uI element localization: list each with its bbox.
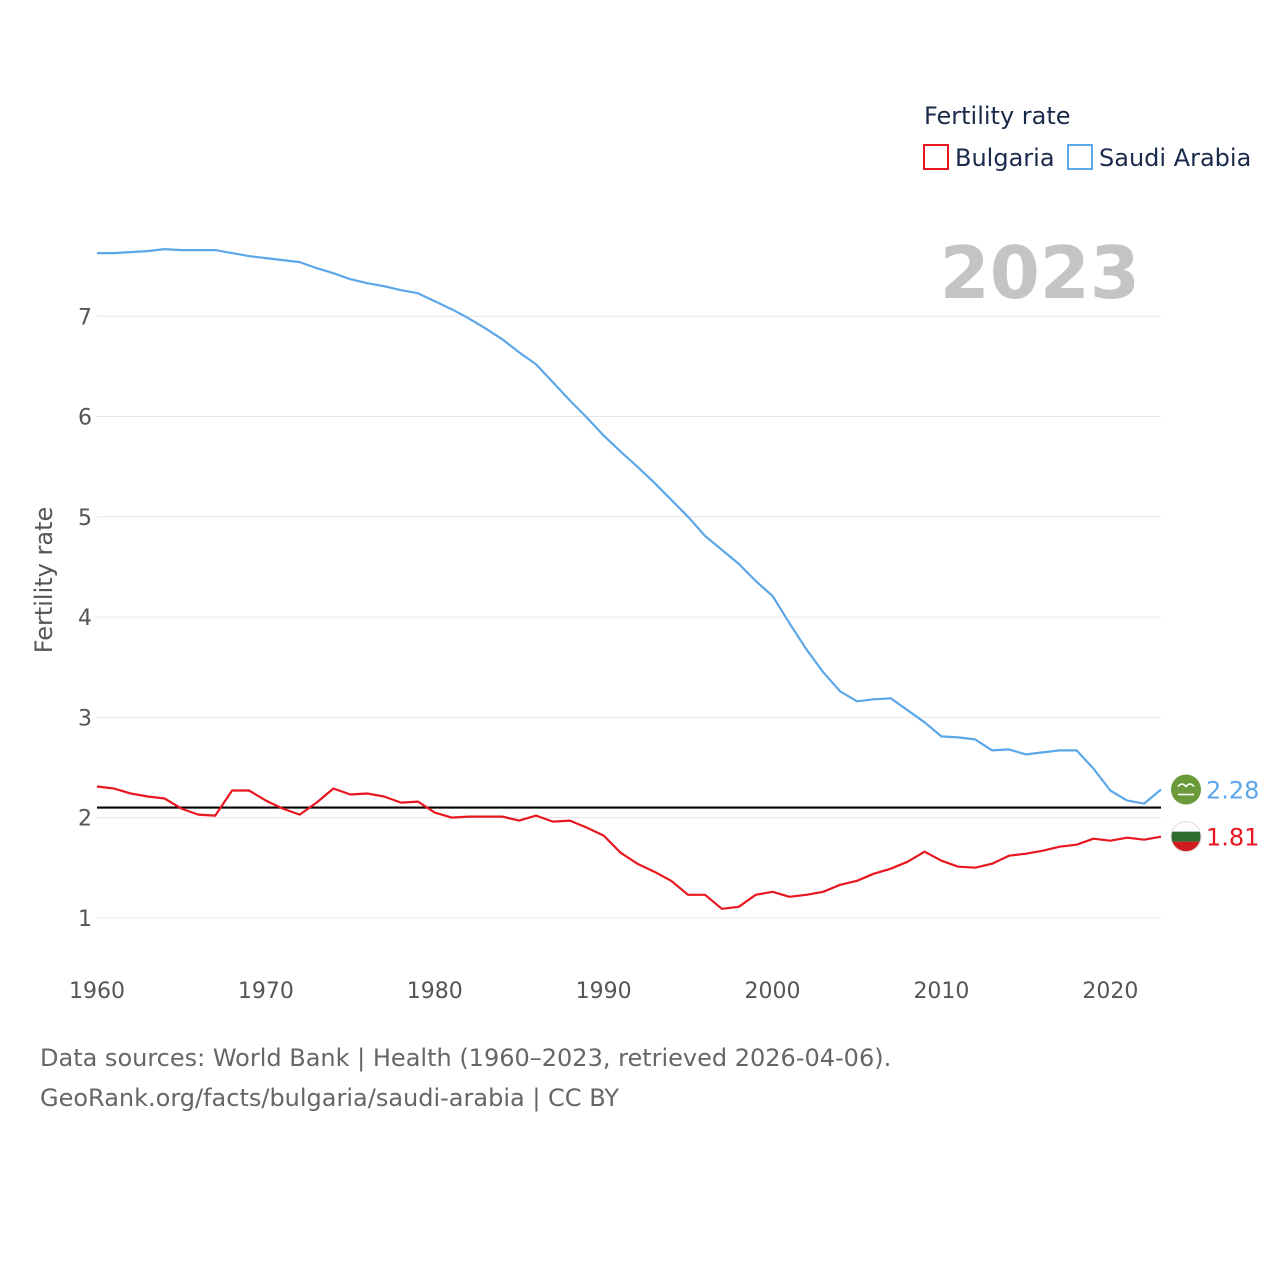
- x-tick-label: 2010: [913, 979, 969, 1004]
- footer-credit[interactable]: GeoRank.org/facts/bulgaria/saudi-arabia …: [40, 1084, 619, 1112]
- bulgaria-flag-icon: [1170, 821, 1202, 853]
- end-value-bulgaria: 1.81: [1206, 824, 1259, 852]
- y-tick-label: 1: [78, 907, 92, 932]
- x-tick-label: 1980: [407, 979, 463, 1004]
- legend-swatch-bulgaria: [923, 144, 949, 170]
- y-axis-label: Fertility rate: [30, 507, 58, 654]
- x-tick-label: 2020: [1082, 979, 1138, 1004]
- series-line-saudi-arabia[interactable]: [97, 248, 1162, 805]
- series-layer: [96, 248, 1162, 910]
- axis-ticks: 1 2 3 4 5 6 7 1960 1970 1980 1990 2000 2010 2020: [69, 305, 1138, 1004]
- legend-item-saudi-arabia[interactable]: Saudi Arabia: [1067, 144, 1251, 172]
- year-watermark: 2023: [940, 231, 1140, 315]
- y-tick-label: 5: [78, 506, 92, 531]
- legend-item-bulgaria[interactable]: Bulgaria: [923, 144, 1055, 172]
- legend-swatch-saudi-arabia: [1067, 144, 1093, 170]
- legend-label-saudi-arabia: Saudi Arabia: [1099, 144, 1251, 172]
- gridlines: [97, 315, 1161, 919]
- saudi-arabia-flag-icon: [1171, 774, 1201, 805]
- footer-sources: Data sources: World Bank | Health (1960–…: [40, 1044, 892, 1072]
- end-value-saudi-arabia: 2.28: [1206, 777, 1259, 805]
- y-tick-label: 3: [78, 706, 92, 731]
- legend[interactable]: Fertility rate Bulgaria Saudi Arabia: [923, 102, 1251, 172]
- series-line-bulgaria[interactable]: [96, 785, 1162, 910]
- y-tick-label: 7: [78, 305, 92, 330]
- x-tick-label: 1990: [576, 979, 632, 1004]
- y-tick-label: 6: [78, 406, 92, 431]
- x-tick-label: 1960: [69, 979, 125, 1004]
- legend-label-bulgaria: Bulgaria: [955, 144, 1055, 172]
- x-tick-label: 2000: [745, 979, 801, 1004]
- legend-title: Fertility rate: [924, 102, 1071, 130]
- end-labels: 1.81 2.28: [1170, 774, 1259, 853]
- x-tick-label: 1970: [238, 979, 294, 1004]
- y-tick-label: 4: [78, 606, 92, 631]
- y-tick-label: 2: [78, 807, 92, 832]
